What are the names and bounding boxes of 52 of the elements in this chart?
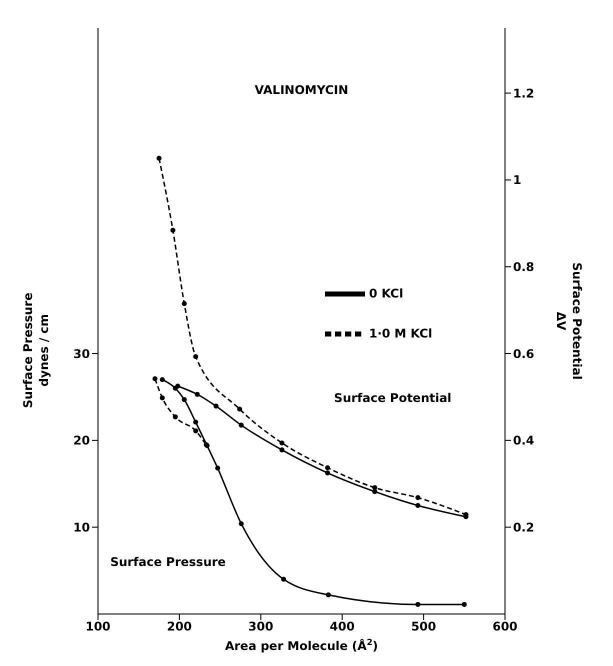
point: [214, 404, 219, 409]
annotation: Surface Potential: [334, 391, 452, 406]
point: [279, 447, 284, 452]
point: [172, 414, 178, 420]
point: [160, 395, 165, 400]
point: [415, 602, 420, 607]
point: [182, 397, 187, 402]
y-tick-label: 20: [73, 434, 90, 448]
y-tick-label: 10: [73, 520, 90, 534]
point: [194, 392, 200, 397]
point: [325, 465, 330, 470]
x-tick-label: 200: [166, 620, 192, 634]
x-tick-label: 100: [85, 620, 111, 634]
y2-tick-label: 0.8: [513, 260, 534, 274]
point: [182, 301, 187, 306]
point: [170, 228, 176, 233]
legend-label: 1·0 M KCl: [369, 326, 432, 340]
point: [193, 354, 198, 360]
y2-tick-label: 0.6: [513, 346, 534, 361]
point: [193, 428, 198, 434]
point: [152, 376, 158, 382]
point: [238, 521, 244, 526]
point: [415, 502, 420, 508]
x-tick-label: 300: [248, 620, 274, 634]
point: [281, 576, 286, 582]
legend-label: 0 KCl: [369, 286, 404, 300]
text: VALINOMYCIN: [254, 83, 350, 97]
annotation: Surface Pressure: [110, 555, 226, 570]
point: [325, 470, 330, 476]
y-tick-label: 30: [73, 346, 90, 361]
x-tick-label: 500: [411, 620, 436, 634]
point: [175, 384, 180, 389]
x-axis-title: Area per Molecule (Å$^{2}$): [224, 637, 378, 653]
point: [415, 495, 420, 500]
y2-tick-label: 1: [513, 173, 522, 188]
point: [237, 406, 242, 412]
point: [160, 377, 165, 382]
point: [279, 440, 284, 446]
point: [215, 466, 220, 471]
y2-tick-label: 0.2: [513, 520, 534, 534]
x-tick-label: 600: [492, 620, 518, 634]
point: [193, 420, 198, 425]
y2-tick-label: 1.2: [513, 86, 534, 100]
y2-tick-label: 0.4: [513, 434, 534, 448]
point: [462, 602, 467, 607]
point: [156, 156, 162, 161]
x-tick-label: 400: [330, 620, 355, 634]
point: [372, 485, 378, 490]
point: [326, 592, 331, 598]
point: [238, 422, 244, 428]
y-axis-title: Surface Pressure dynes / cm: [21, 292, 51, 408]
y2-axis-title: Surface Potential ΔV: [554, 262, 584, 380]
